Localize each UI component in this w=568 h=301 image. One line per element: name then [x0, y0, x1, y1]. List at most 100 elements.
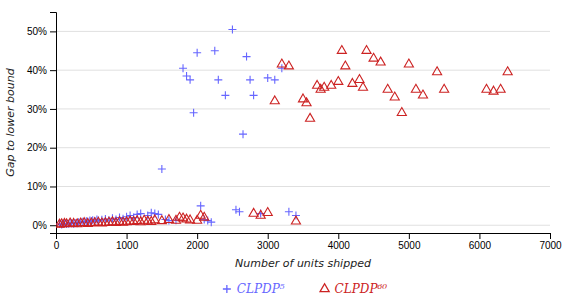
tick: 10% — [27, 181, 56, 192]
point — [285, 208, 293, 216]
grid-line — [56, 31, 550, 32]
grid — [56, 31, 550, 225]
point — [179, 64, 187, 72]
tick-mark — [50, 31, 56, 32]
tick-mark — [50, 70, 56, 71]
tick-label: 2000 — [187, 240, 210, 251]
point — [151, 210, 159, 218]
tick-label: 0% — [33, 220, 48, 231]
point — [503, 67, 512, 75]
tick-label: 30% — [27, 104, 47, 115]
axis-line — [50, 13, 57, 234]
point — [341, 61, 350, 69]
legend-item: CLPDP⁶⁰ — [320, 282, 387, 296]
tick: 20% — [27, 142, 56, 153]
point — [334, 77, 343, 85]
x-axis-title: Number of units shipped — [235, 257, 372, 270]
legend-marker — [223, 285, 231, 293]
point — [264, 74, 272, 82]
point — [390, 92, 399, 100]
legend-item: CLPDP⁵ — [223, 282, 285, 296]
points — [56, 25, 512, 228]
tick: 5000 — [398, 233, 421, 251]
legend: CLPDP⁵ CLPDP⁶⁰ — [223, 282, 387, 296]
point — [197, 202, 205, 210]
point — [221, 91, 229, 99]
grid-line — [56, 186, 550, 187]
tick: 50% — [27, 26, 56, 37]
axis-line — [57, 234, 551, 240]
point — [270, 96, 279, 104]
grid-line — [56, 70, 550, 71]
tick: 30% — [27, 104, 56, 115]
point — [482, 84, 491, 92]
tick-mark — [50, 186, 56, 187]
tick-label: 0 — [54, 240, 60, 251]
point — [190, 109, 198, 117]
tick-label: 6000 — [469, 240, 492, 251]
y-axis: 0% 10% 20% 30% 40% 50% — [27, 13, 57, 234]
point — [369, 53, 378, 61]
point — [200, 212, 209, 220]
tick-label: 50% — [27, 26, 47, 37]
tick-label: 1000 — [116, 240, 139, 251]
series — [56, 25, 300, 228]
grid-line — [56, 108, 550, 109]
tick-mark — [127, 233, 128, 239]
point — [433, 67, 442, 75]
tick: 6000 — [469, 233, 492, 251]
point — [411, 84, 420, 92]
point — [376, 57, 385, 65]
tick-label: 10% — [27, 181, 47, 192]
point — [383, 84, 392, 92]
legend-marker — [320, 284, 329, 292]
point — [302, 98, 311, 106]
tick-mark — [197, 233, 198, 239]
x-axis: 0 1000 2000 3000 4000 5000 6000 7000 — [54, 233, 562, 251]
point — [246, 76, 254, 84]
point — [284, 61, 293, 69]
tick-mark — [50, 148, 56, 149]
chart: 0 1000 2000 3000 4000 5000 6000 7000 0% 10% 20% 30%… — [0, 0, 568, 301]
point — [249, 208, 258, 216]
point — [440, 84, 449, 92]
point — [358, 82, 367, 90]
point — [193, 49, 201, 57]
tick: 0 — [54, 233, 60, 251]
grid-line — [56, 147, 550, 148]
tick: 1000 — [116, 233, 139, 251]
tick-label: 40% — [27, 65, 47, 76]
point — [277, 59, 286, 67]
point — [232, 206, 240, 214]
chart-container: 0 1000 2000 3000 4000 5000 6000 7000 0% 10% 20% 30%… — [0, 0, 568, 301]
point — [186, 76, 194, 84]
point — [158, 165, 166, 173]
tick: 2000 — [187, 233, 210, 251]
series — [56, 46, 512, 228]
tick: 0% — [33, 220, 56, 231]
point — [291, 216, 300, 224]
point — [250, 91, 258, 99]
legend-label: CLPDP⁶⁰ — [335, 282, 388, 296]
point — [211, 47, 219, 55]
point — [271, 76, 279, 84]
point — [337, 46, 346, 54]
tick-label: 4000 — [328, 240, 351, 251]
point — [239, 130, 247, 138]
point — [355, 75, 364, 83]
point — [404, 59, 413, 67]
tick-mark — [550, 233, 551, 239]
point — [263, 208, 272, 216]
tick: 7000 — [539, 233, 562, 251]
point — [418, 90, 427, 98]
point — [228, 25, 236, 33]
tick: 4000 — [328, 233, 351, 251]
point — [196, 210, 205, 218]
tick-mark — [409, 233, 410, 239]
point — [397, 108, 406, 116]
tick-mark — [50, 225, 56, 226]
tick-label: 20% — [27, 142, 47, 153]
tick-mark — [268, 233, 269, 239]
tick: 3000 — [257, 233, 280, 251]
tick-label: 5000 — [398, 240, 421, 251]
